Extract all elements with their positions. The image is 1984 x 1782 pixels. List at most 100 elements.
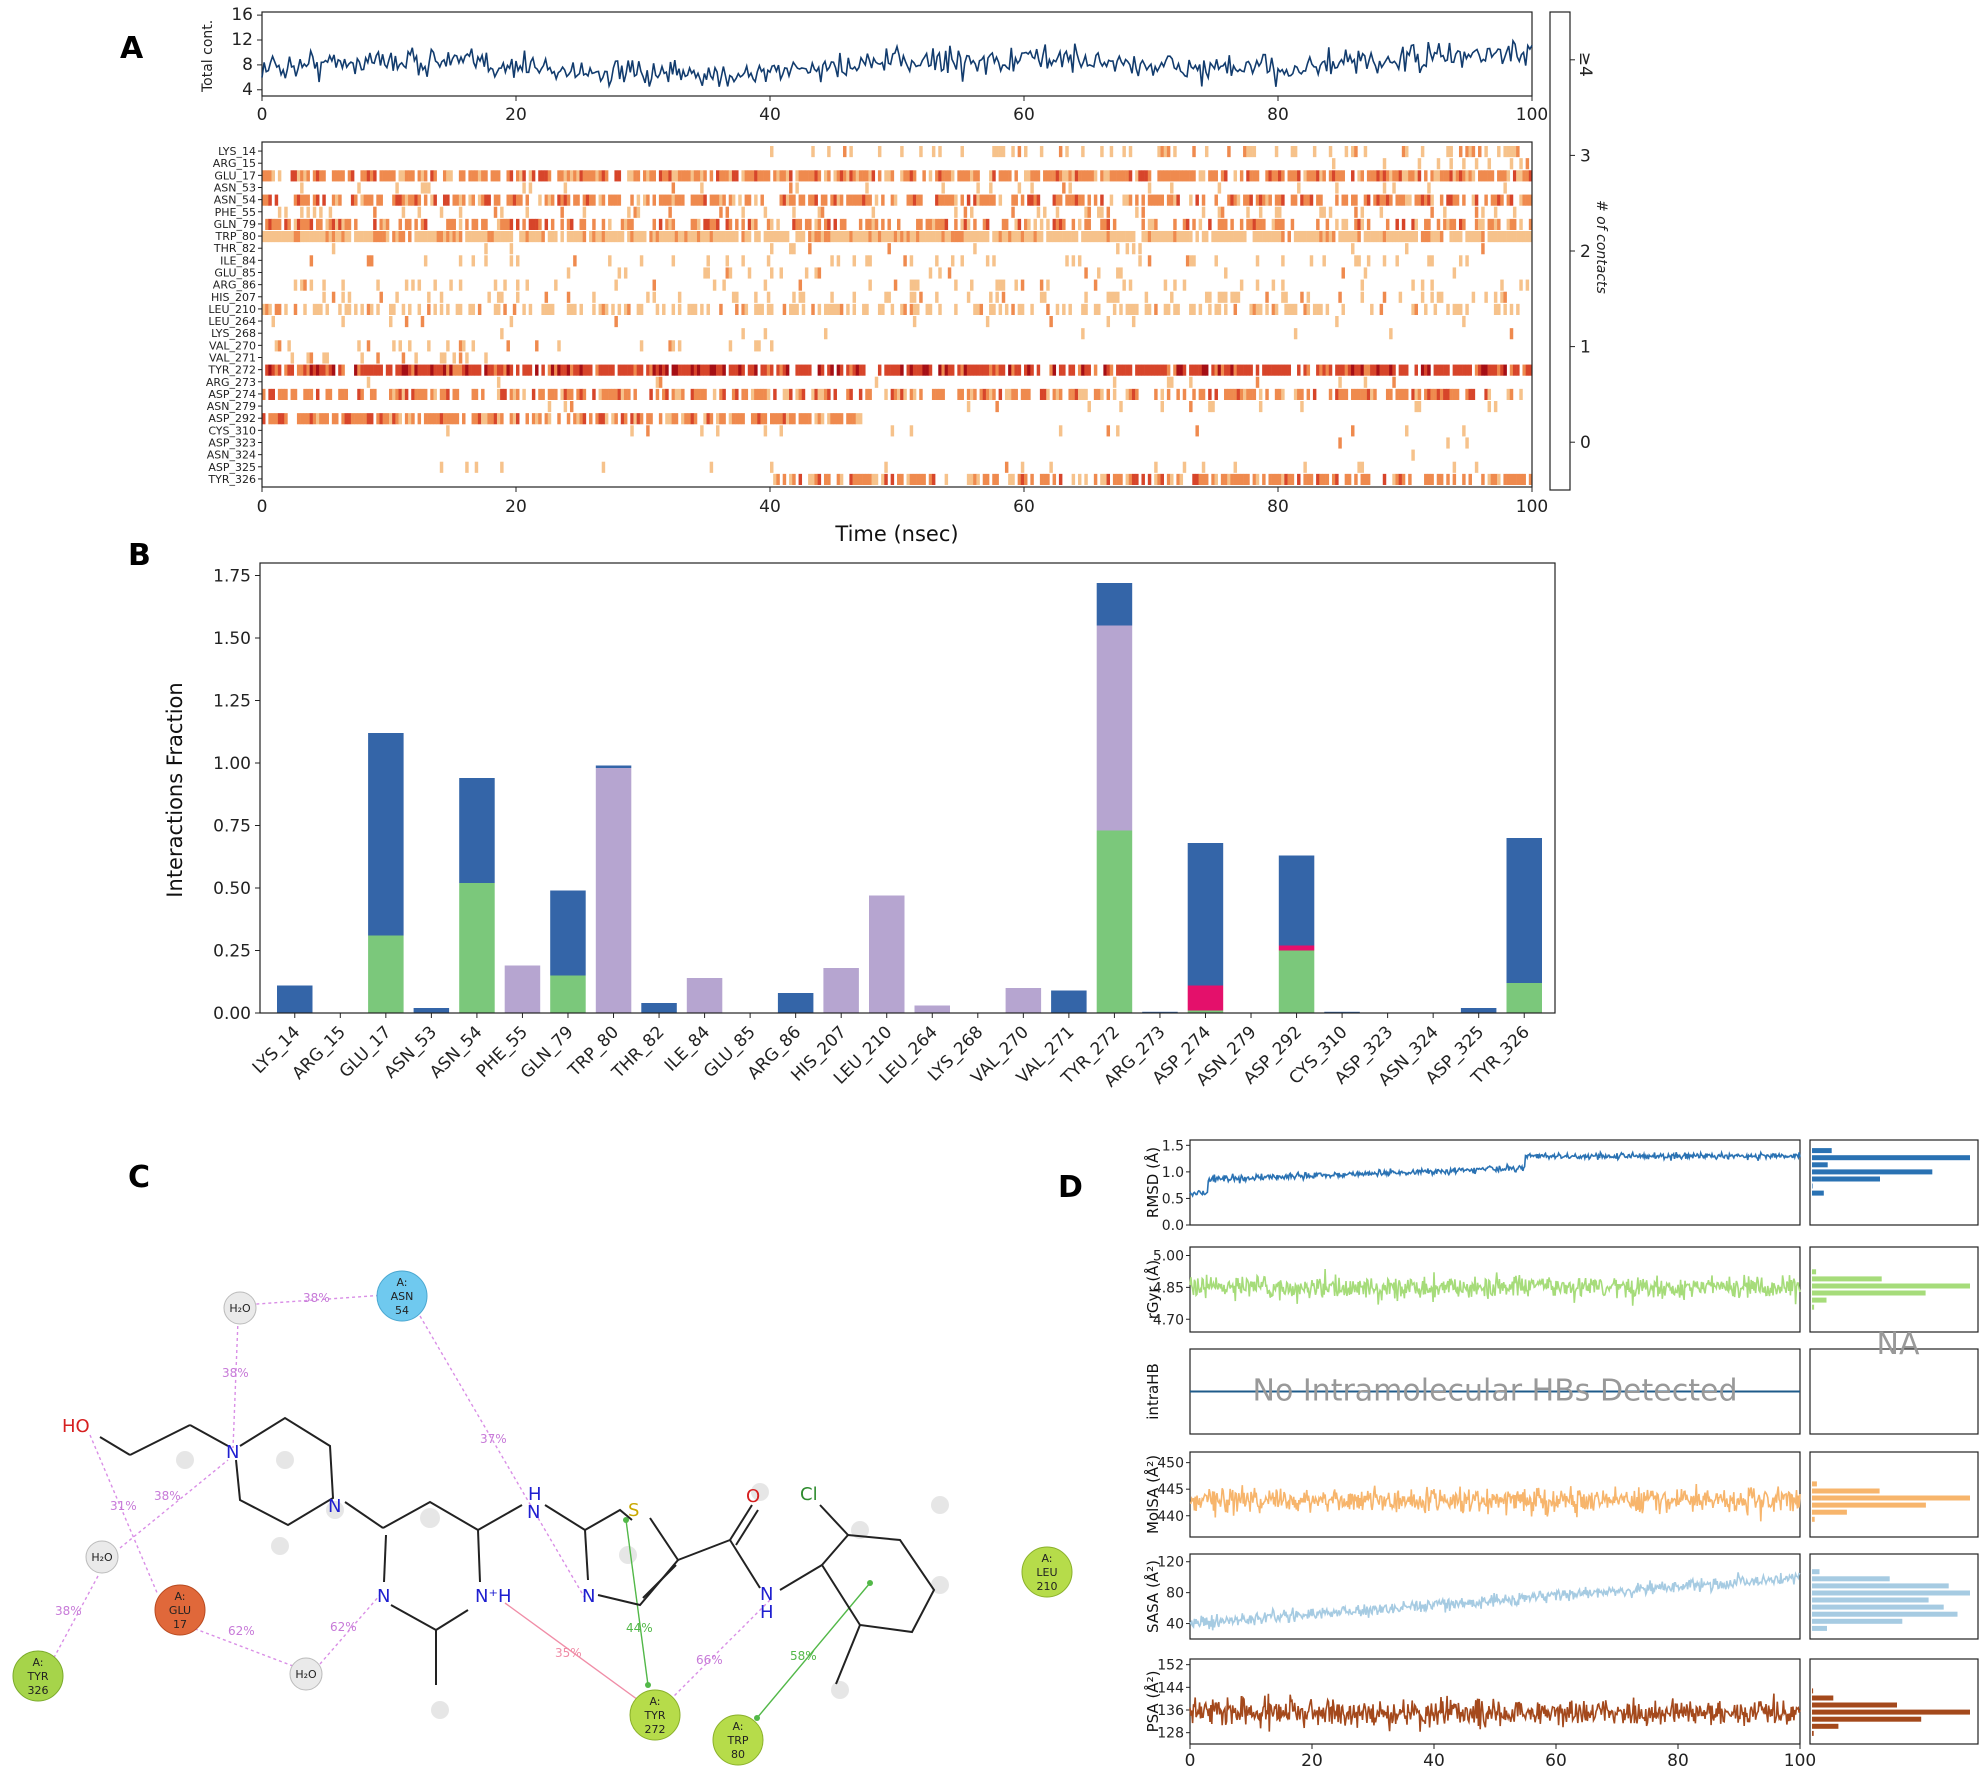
subplot-frame	[1189, 1553, 1801, 1640]
heatmap-cell	[544, 170, 549, 182]
heatmap-cell	[347, 231, 352, 243]
heatmap-cell	[1344, 194, 1349, 206]
heatmap-cell	[1319, 194, 1323, 206]
xtick-label: 20	[1301, 1751, 1323, 1771]
heatmap-cell	[1290, 303, 1295, 315]
heatmap-cell	[1354, 206, 1358, 218]
heatmap-cell	[1097, 231, 1101, 243]
heatmap-cell	[366, 413, 371, 425]
heatmap-cell	[525, 194, 529, 206]
heatmap-cell	[493, 279, 498, 291]
heatmap-cell	[423, 364, 428, 376]
heatmap-cell	[773, 231, 777, 243]
heatmap-cell	[589, 231, 593, 243]
heatmap-cell	[331, 243, 336, 255]
heatmap-cell	[1151, 218, 1155, 230]
heatmap-cell	[373, 206, 377, 218]
heatmap-cell	[414, 352, 418, 364]
bar-segment-hydrophobic	[686, 978, 723, 1013]
heatmap-cell	[1214, 194, 1218, 206]
heatmap-cell	[300, 206, 304, 218]
heatmap-cell	[912, 170, 917, 182]
heatmap-cell	[315, 364, 320, 376]
heatmap-cell	[1131, 303, 1136, 315]
heatmap-cell	[671, 303, 676, 315]
pct-label: 31%	[110, 1499, 137, 1513]
heatmap-cell	[963, 231, 968, 243]
heatmap-cell	[1100, 231, 1104, 243]
heatmap-cell	[531, 388, 536, 400]
heatmap-cell	[287, 340, 291, 352]
heatmap-cell	[481, 170, 485, 182]
heatmap-cell	[1138, 255, 1142, 267]
heatmap-cell	[944, 218, 949, 230]
heatmap-cell	[611, 231, 615, 243]
heatmap-cell	[690, 194, 695, 206]
heatmap-cell	[290, 364, 295, 376]
heatmap-cell	[696, 231, 701, 243]
heatmap-cell	[1020, 388, 1025, 400]
heatmap-cell	[325, 231, 329, 243]
heatmap-cell	[989, 364, 993, 376]
heatmap-cell	[770, 231, 774, 243]
bar-segment-ionic	[1187, 985, 1224, 1011]
heatmap-cell	[830, 364, 834, 376]
heatmap-cell	[766, 170, 771, 182]
heatmap-cell	[319, 206, 323, 218]
heatmap-cell	[1274, 364, 1279, 376]
heatmap-cell	[525, 413, 529, 425]
heatmap-cell	[550, 364, 555, 376]
heatmap-cell	[1071, 364, 1076, 376]
heatmap-cell	[887, 364, 891, 376]
heatmap-cell	[1024, 364, 1028, 376]
heatmap-cell	[395, 194, 399, 206]
heatmap-cell	[935, 194, 939, 206]
heatmap-cell	[960, 388, 964, 400]
heatmap-cell	[938, 170, 942, 182]
heatmap-cell	[265, 364, 269, 376]
heatmap-cell	[1151, 194, 1155, 206]
heatmap-cell	[366, 255, 371, 267]
heatmap-cell	[1303, 461, 1307, 473]
heatmap-cell	[1243, 473, 1247, 485]
heatmap-cell	[420, 388, 425, 400]
heatmap-cell	[725, 255, 730, 267]
heatmap-cell	[1405, 231, 1409, 243]
heatmap-cell	[912, 279, 917, 291]
heatmap-cell	[484, 231, 488, 243]
heatmap-cell	[763, 279, 768, 291]
heatmap-cell	[1255, 364, 1260, 376]
heatmap-cell	[408, 340, 412, 352]
heatmap-cell	[1452, 388, 1457, 400]
heatmap-cell	[931, 218, 936, 230]
heatmap-cell	[830, 303, 834, 315]
heatmap-cell	[541, 364, 545, 376]
heatmap-cell	[1141, 473, 1145, 485]
heatmap-cell	[1024, 218, 1028, 230]
heatmap-cell	[773, 413, 777, 425]
heatmap-cell	[1189, 376, 1193, 388]
heatmap-cell	[1046, 231, 1050, 243]
heatmap-cell	[366, 231, 371, 243]
heatmap-cell	[423, 182, 428, 194]
heatmap-cell	[858, 413, 863, 425]
heatmap-cell	[1058, 231, 1063, 243]
heatmap-cell	[862, 194, 866, 206]
heatmap-cell	[1170, 231, 1174, 243]
histogram-frame	[1809, 1139, 1979, 1226]
heatmap-cell	[306, 218, 310, 230]
heatmap-cell	[595, 413, 599, 425]
histogram-bar	[1812, 1169, 1933, 1175]
heatmap-cell	[668, 194, 672, 206]
svg-text:A:: A:	[1041, 1552, 1052, 1565]
heatmap-cell	[1068, 388, 1072, 400]
heatmap-cell	[668, 231, 672, 243]
heatmap-cell	[455, 413, 460, 425]
heatmap-cell	[427, 182, 431, 194]
heatmap-cell	[633, 170, 637, 182]
heatmap-cell	[1014, 194, 1018, 206]
heatmap-cell	[1131, 473, 1136, 485]
ytick-label: 40	[1166, 1617, 1184, 1633]
heatmap-cell	[1271, 170, 1276, 182]
heatmap-cell	[369, 303, 374, 315]
